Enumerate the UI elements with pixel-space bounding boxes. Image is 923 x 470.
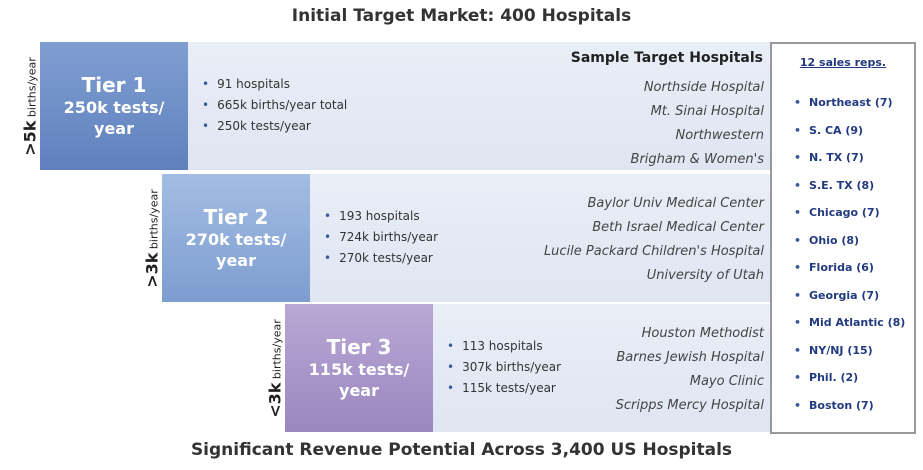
footer: Significant Revenue Potential Across 3,4… [190,440,733,460]
region: NY/NJ (15) [794,337,914,365]
bullet: 270k tests/year [324,248,438,269]
hospital: Barnes Jewish Hospital [616,350,764,365]
hospital: Lucile Packard Children's Hospital [543,244,764,259]
region: Florida (6) [794,254,914,282]
bullet: 665k births/year total [202,95,347,116]
hospital: Northside Hospital [643,80,764,95]
bullet: 115k tests/year [447,378,561,399]
hospital: Houston Methodist [641,326,764,341]
hospital: Baylor Univ Medical Center [587,196,764,211]
hospital: Scripps Mercy Hospital [615,398,764,413]
tier-box: Tier 3 115k tests/ year [285,304,433,432]
region: N. TX (7) [794,144,914,172]
tier-name: Tier 2 [203,205,269,229]
tier-tests: 270k tests/ year [185,230,287,270]
region: Phil. (2) [794,364,914,392]
side-label: <3k births/year [266,299,285,439]
tier-tests: 250k tests/ year [63,98,165,138]
side-bold: >5k [20,120,40,156]
sales-reps: 12 sales reps. Northeast (7)S. CA (9)N. T… [770,42,916,434]
hospital: Mayo Clinic [689,374,764,389]
sample-header: Sample Target Hospitals [570,50,763,66]
side-rest: births/year [147,189,161,250]
hospital-list: Houston Methodist Barnes Jewish Hospital M… [616,322,764,418]
hospital: Brigham & Women's [630,152,764,167]
region: Northeast (7) [794,89,914,117]
region: S.E. TX (8) [794,172,914,200]
region: Mid Atlantic (8) [794,309,914,337]
tier-tests: 115k tests/ year [308,360,410,400]
hospital-list: Baylor Univ Medical Center Beth Israel Me… [544,192,764,288]
side-bold: >3k [142,252,162,288]
side-bold: <3k [265,382,285,418]
tier-box: Tier 1 250k tests/ year [40,42,188,170]
reps-title: 12 sales reps. [799,56,887,69]
side-rest: births/year [25,57,39,118]
tier-bullets: 113 hospitals307k births/year115k tests/… [447,336,561,399]
hospital-list: Northside Hospital Mt. Sinai Hospital Nort… [631,76,764,172]
reps-list: Northeast (7)S. CA (9)N. TX (7)S.E. TX (… [794,89,914,419]
region: Boston (7) [794,392,914,420]
hospital: University of Utah [646,268,764,283]
bullet: 113 hospitals [447,336,561,357]
bullet: 250k tests/year [202,116,347,137]
tier-box: Tier 2 270k tests/ year [162,174,310,302]
tier-name: Tier 1 [81,73,147,97]
tier-bullets: 193 hospitals724k births/year270k tests/… [324,206,438,269]
title: Initial Target Market: 400 Hospitals [291,6,632,26]
hospital: Beth Israel Medical Center [592,220,764,235]
bullet: 193 hospitals [324,206,438,227]
side-label: >3k births/year [143,169,162,309]
tier-name: Tier 3 [326,335,392,359]
region: Georgia (7) [794,282,914,310]
bullet: 91 hospitals [202,74,347,95]
region: Chicago (7) [794,199,914,227]
hospital: Northwestern [675,128,764,143]
hospital: Mt. Sinai Hospital [650,104,764,119]
bullet: 724k births/year [324,227,438,248]
bullet: 307k births/year [447,357,561,378]
tier-bullets: 91 hospitals665k births/year total250k t… [202,74,347,137]
region: S. CA (9) [794,117,914,145]
region: Ohio (8) [794,227,914,255]
side-rest: births/year [270,319,284,380]
side-label: >5k births/year [21,37,40,177]
